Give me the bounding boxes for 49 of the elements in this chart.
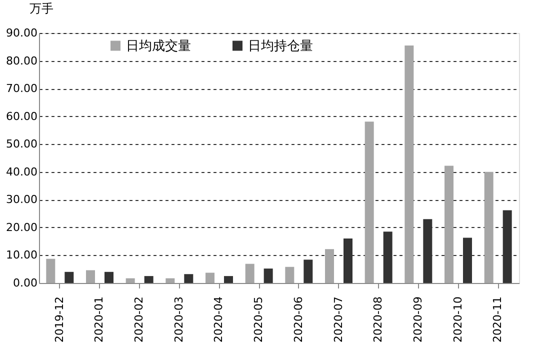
y-tick-label: 10.00: [6, 248, 38, 262]
y-tick-label: 40.00: [6, 165, 38, 178]
x-tick-label: 2020-10: [451, 296, 464, 342]
bar: [484, 172, 494, 283]
x-tick-label: 2020-11: [491, 296, 504, 342]
bar: [224, 276, 233, 283]
bar: [423, 219, 432, 283]
y-tick-label: 70.00: [6, 82, 38, 96]
x-tick-label: 2020-06: [292, 296, 305, 342]
bar: [46, 258, 56, 283]
y-tick-label: 90.00: [6, 26, 38, 40]
bar: [126, 278, 135, 283]
bar: [64, 272, 74, 283]
x-tick-label: 2020-03: [172, 296, 186, 342]
x-tick-label: 2020-01: [92, 296, 106, 342]
y-tick-label: 20.00: [6, 220, 38, 234]
legend-label: 日均持仓量: [248, 38, 313, 54]
bar: [344, 238, 352, 283]
y-axis-title: 万手: [30, 2, 54, 16]
bar: [444, 166, 454, 283]
bar: [144, 276, 154, 283]
bar: [264, 268, 273, 283]
bar: [184, 274, 194, 283]
x-tick-label: 2020-04: [212, 296, 226, 342]
bar: [463, 238, 472, 283]
x-tick-label: 2020-02: [132, 296, 146, 342]
bar: [304, 260, 313, 283]
bar: [166, 278, 175, 283]
x-tick-label: 2020-08: [372, 296, 385, 342]
y-tick-label: 30.00: [6, 193, 38, 206]
y-tick-label: 0.00: [13, 276, 38, 290]
bar: [86, 270, 95, 283]
x-tick-label: 2020-05: [252, 296, 266, 342]
bar: [502, 210, 512, 283]
bar: [285, 266, 294, 283]
y-tick-label: 80.00: [6, 54, 38, 68]
bar: [325, 249, 334, 283]
bar: [245, 264, 254, 283]
bar: [383, 232, 392, 283]
x-tick-label: 2020-09: [411, 296, 424, 342]
bar: [104, 272, 114, 283]
bar: [404, 46, 414, 283]
x-tick-label: 2019-12: [52, 296, 66, 342]
y-tick-label: 50.00: [6, 138, 38, 151]
bar: [206, 272, 214, 283]
x-tick-label: 2020-07: [332, 296, 345, 342]
bar: [364, 122, 374, 283]
y-tick-label: 60.00: [6, 110, 38, 123]
legend-label: 日均成交量: [126, 38, 191, 54]
